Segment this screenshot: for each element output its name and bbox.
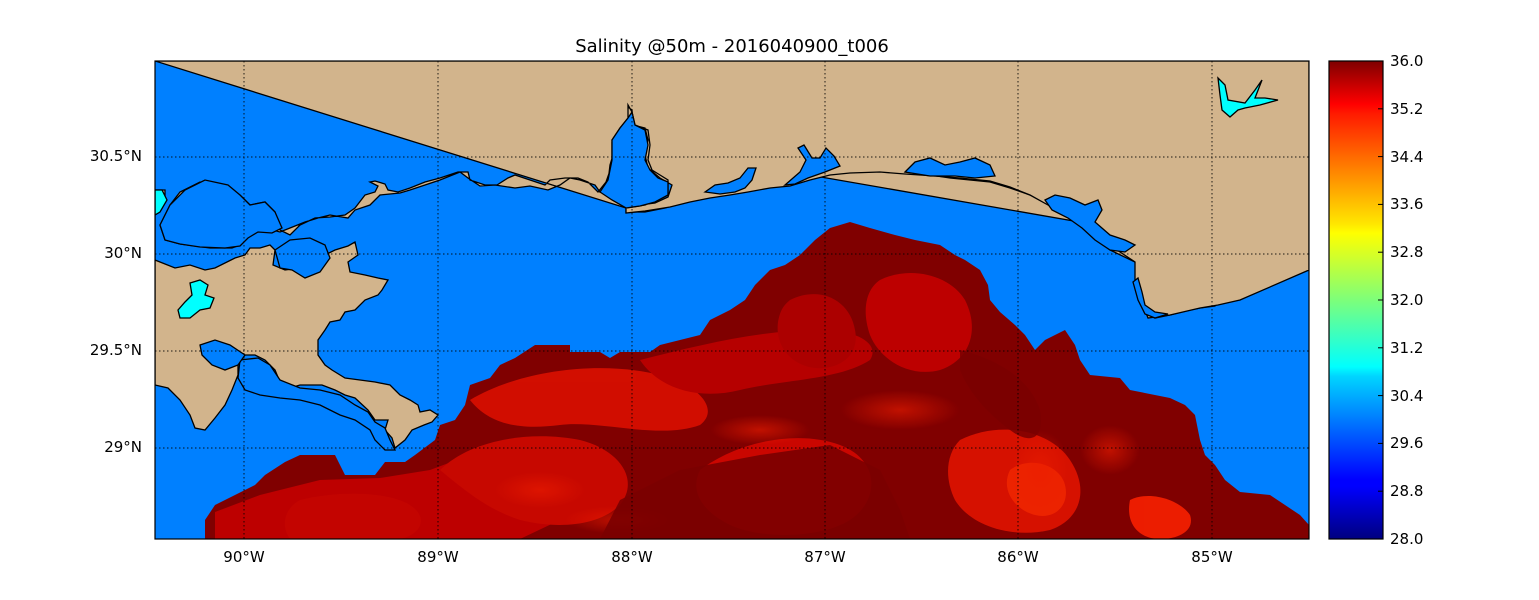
lat-tick-label: 29°N	[104, 438, 142, 456]
st-andrew-bay	[903, 157, 996, 179]
colorbar-tick-label: 34.4	[1390, 147, 1424, 166]
pensacola-bay	[703, 167, 757, 195]
lake-cyan	[177, 279, 215, 319]
apalachee-bay-inlet	[1132, 276, 1169, 319]
choctawhatchee-bay	[783, 144, 841, 186]
lon-tick-label: 89°W	[417, 548, 459, 566]
lat-tick-label: 30°N	[104, 244, 142, 262]
apalachicola-bay	[1044, 194, 1137, 253]
colorbar-tick-label: 35.2	[1390, 99, 1424, 118]
colorbar-tick-label: 28.0	[1390, 530, 1424, 548]
lon-tick-label: 90°W	[223, 548, 265, 566]
colorbar-tick-label: 29.6	[1390, 434, 1424, 453]
land-louisiana	[155, 189, 439, 450]
colorbar-tick-label: 28.8	[1390, 482, 1424, 501]
lake-pontchartrain	[159, 179, 283, 249]
bay-water	[237, 357, 397, 451]
colorbar	[1328, 60, 1384, 540]
bay-water	[199, 339, 246, 371]
colorbar-tick-label: 31.2	[1390, 338, 1424, 357]
lon-tick-label: 85°W	[1191, 548, 1233, 566]
colorbar-tick-label: 33.6	[1390, 195, 1424, 214]
colorbar-tick-label: 30.4	[1390, 386, 1424, 405]
colorbar-tick-label: 32.8	[1390, 243, 1424, 262]
colorbar-ticks	[1378, 60, 1383, 540]
lat-tick-label: 29.5°N	[89, 341, 142, 359]
map-title: Salinity @50m - 2016040900_t006	[575, 36, 889, 57]
lon-tick-label: 87°W	[804, 548, 846, 566]
lon-tick-label: 88°W	[611, 548, 653, 566]
map-area	[155, 61, 1309, 539]
lon-tick-label: 86°W	[997, 548, 1039, 566]
lat-tick-label: 30.5°N	[89, 147, 142, 165]
lake-cyan	[1217, 76, 1279, 118]
salinity-core	[960, 350, 1041, 439]
map-grid	[155, 61, 1309, 539]
bay-water	[274, 237, 331, 279]
map-frame	[154, 60, 1310, 540]
colorbar-tick-label: 32.0	[1390, 291, 1424, 309]
salinity-core	[600, 445, 910, 539]
lake-cyan	[155, 189, 168, 216]
colorbar-tick-label: 36.0	[1390, 52, 1424, 70]
